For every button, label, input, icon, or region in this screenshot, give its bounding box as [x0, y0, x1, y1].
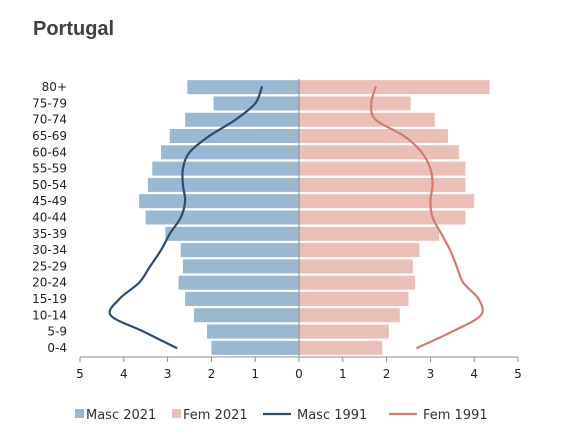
line-masc-1991	[108, 86, 263, 349]
bar-masc-2021-55-59	[152, 161, 299, 176]
age-label-40-44: 40-44	[32, 211, 67, 225]
bar-masc-2021-45-49	[139, 194, 299, 209]
age-label-60-64: 60-64	[32, 145, 67, 159]
legend-swatch-masc-2021	[75, 409, 84, 418]
x-tick-label: 2	[208, 367, 216, 381]
age-label-10-14: 10-14	[32, 308, 67, 322]
bar-fem-2021-30-34	[299, 243, 420, 258]
age-axis: 0-4 5-9 10-14 15-19 20-24 25-29 30-34 35-39 40-4…	[32, 80, 67, 355]
bar-fem-2021-5-9	[299, 324, 389, 339]
x-tick-label: 1	[339, 367, 347, 381]
legend-label-fem-1991: Fem 1991	[423, 408, 488, 423]
bar-fem-2021-60-64	[299, 145, 459, 160]
bar-masc-2021-25-29	[182, 259, 299, 274]
x-tick-label: 0	[295, 367, 303, 381]
bar-fem-2021-20-24	[299, 275, 416, 290]
x-tick-label: 4	[120, 367, 128, 381]
age-label-20-24: 20-24	[32, 276, 67, 290]
bar-masc-2021-35-39	[165, 226, 299, 241]
age-label-55-59: 55-59	[32, 162, 67, 176]
x-tick-label: 3	[427, 367, 435, 381]
bar-masc-2021-40-44	[145, 210, 299, 225]
age-label-80+: 80+	[42, 80, 67, 94]
bar-fem-2021-0-4	[299, 340, 383, 355]
bar-masc-2021-0-4	[211, 340, 299, 355]
bar-masc-2021-30-34	[180, 243, 299, 258]
bar-fem-2021-80+	[299, 80, 490, 95]
age-label-45-49: 45-49	[32, 194, 67, 208]
bar-masc-2021-20-24	[178, 275, 299, 290]
age-label-30-34: 30-34	[32, 243, 67, 257]
bar-masc-2021-60-64	[161, 145, 299, 160]
lines-layer	[108, 86, 484, 349]
x-axis: 5 4 3 2 1 0 1 2 3 4 5	[76, 356, 522, 381]
bar-masc-2021-65-69	[169, 129, 299, 144]
age-label-5-9: 5-9	[47, 325, 67, 339]
x-tick-label: 3	[164, 367, 172, 381]
age-label-65-69: 65-69	[32, 129, 67, 143]
bar-masc-2021-15-19	[185, 291, 299, 306]
x-tick-label: 2	[383, 367, 391, 381]
bars-layer	[139, 79, 490, 356]
bar-masc-2021-80+	[187, 80, 299, 95]
bar-fem-2021-35-39	[299, 226, 440, 241]
legend-label-fem-2021: Fem 2021	[183, 408, 248, 423]
bar-fem-2021-15-19	[299, 291, 409, 306]
age-label-75-79: 75-79	[32, 96, 67, 110]
bar-fem-2021-45-49	[299, 194, 475, 209]
bar-masc-2021-50-54	[147, 177, 299, 192]
age-label-25-29: 25-29	[32, 259, 67, 273]
bar-fem-2021-50-54	[299, 177, 466, 192]
bar-masc-2021-5-9	[207, 324, 299, 339]
bar-fem-2021-70-74	[299, 112, 435, 127]
legend: Masc 2021 Fem 2021 Masc 1991 Fem 1991	[75, 408, 488, 423]
legend-label-masc-1991: Masc 1991	[297, 408, 367, 423]
age-label-50-54: 50-54	[32, 178, 67, 192]
bar-fem-2021-25-29	[299, 259, 413, 274]
age-label-35-39: 35-39	[32, 227, 67, 241]
bar-masc-2021-70-74	[185, 112, 299, 127]
bar-fem-2021-55-59	[299, 161, 466, 176]
legend-swatch-fem-2021	[172, 409, 181, 418]
x-tick-label: 4	[470, 367, 478, 381]
chart-title: Portugal	[33, 18, 114, 40]
line-fem-1991	[370, 86, 484, 349]
x-tick-label: 5	[514, 367, 522, 381]
x-tick-label: 1	[251, 367, 259, 381]
age-label-15-19: 15-19	[32, 292, 67, 306]
bar-fem-2021-65-69	[299, 129, 448, 144]
x-tick-label: 5	[76, 367, 84, 381]
bar-fem-2021-40-44	[299, 210, 466, 225]
bar-fem-2021-10-14	[299, 308, 400, 323]
age-label-0-4: 0-4	[47, 341, 67, 355]
bar-fem-2021-75-79	[299, 96, 411, 111]
legend-label-masc-2021: Masc 2021	[86, 408, 156, 423]
age-label-70-74: 70-74	[32, 113, 67, 127]
bar-masc-2021-10-14	[193, 308, 299, 323]
